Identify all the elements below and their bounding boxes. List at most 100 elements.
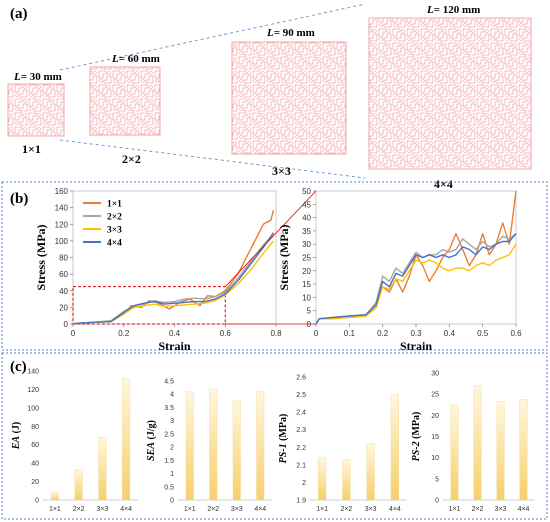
grid-label-1x1: 1×1 <box>22 142 41 156</box>
y-tick-label: 60 <box>31 442 39 449</box>
y-tick-label: 25 <box>302 254 311 263</box>
category-label: 4×4 <box>389 506 401 513</box>
y-tick-label: 4 <box>170 392 174 399</box>
x-tick-label: 0.1 <box>344 329 356 338</box>
zoom-connector-top <box>224 190 317 287</box>
zoom-region-box <box>72 286 226 325</box>
lattice-1x1-image <box>7 83 65 137</box>
category-label: 3×3 <box>495 506 507 513</box>
category-label: 1×1 <box>49 506 61 513</box>
category-label: 4×4 <box>254 506 266 513</box>
bar-chart-sea: 0 0.5 1 1.5 2 2.5 3 3.5 4 4.5 1×1 2×2 3×3 4×4 SEA (J/g… <box>146 379 272 513</box>
category-label: 4×4 <box>518 506 530 513</box>
y-tick-label: 0 <box>170 498 174 505</box>
lattice-1x1: L= 30 mm 1×1 <box>7 71 65 156</box>
bar-3×3 <box>496 401 505 501</box>
y-axis-title: EA (J) <box>11 422 22 451</box>
bar-4×4 <box>519 399 528 501</box>
category-label: 1×1 <box>449 506 461 513</box>
x-tick-label: 0 <box>314 329 319 338</box>
bar-chart-ps1: 1.9 2 2.1 2.2 2.3 2.4 2.5 2.6 1×1 2×2 3×3 4×4 PS-1 (… <box>278 375 407 513</box>
y-tick-label: 80 <box>31 424 39 431</box>
y-tick-label: 1.9 <box>296 498 306 505</box>
y-tick-label: 0 <box>64 320 69 329</box>
y-tick-label: 80 <box>59 254 68 263</box>
y-tick-label: 5 <box>435 476 439 483</box>
y-tick-label: 140 <box>55 204 69 213</box>
y-tick-label: 50 <box>302 187 311 196</box>
x-tick-label: 0.6 <box>220 329 232 338</box>
y-tick-label: 30 <box>431 371 439 378</box>
y-tick-label: 5 <box>307 307 312 316</box>
bar-2×2 <box>473 385 482 501</box>
bar-1×1 <box>185 391 194 501</box>
x-tick-label: 0.2 <box>377 329 389 338</box>
bar-4×4 <box>390 394 399 501</box>
y-tick-label: 0 <box>435 498 439 505</box>
bar-chart-ps2: 0 5 10 15 20 25 30 1×1 2×2 3×3 4×4 PS-2 (MPa) <box>411 371 535 513</box>
plot-area <box>315 190 517 325</box>
y-tick-label: 45 <box>302 200 311 209</box>
bar-4×4 <box>122 378 131 501</box>
y-tick-label: 3 <box>170 418 174 425</box>
bar-3×3 <box>366 443 375 501</box>
y-tick-label: 2 <box>170 445 174 452</box>
x-tick-label: 0.4 <box>169 329 181 338</box>
y-tick-label: 4.5 <box>164 379 174 386</box>
grid-label-3x3: 3×3 <box>272 164 291 178</box>
legend: 1×1 2×2 3×3 4×4 <box>83 200 122 249</box>
y-tick-label: 2.5 <box>296 392 306 399</box>
x-tick-label: 0 <box>71 329 76 338</box>
y-tick-label: 40 <box>59 287 68 296</box>
y-tick-label: 30 <box>302 240 311 249</box>
y-tick-label: 0 <box>35 498 39 505</box>
category-label: 2×2 <box>340 506 352 513</box>
bar-2×2 <box>342 459 351 501</box>
y-tick-label: 0.5 <box>164 484 174 491</box>
y-tick-label: 2.4 <box>296 410 306 417</box>
lattice-4x4-image <box>368 17 532 170</box>
y-tick-label: 120 <box>55 220 69 229</box>
y-tick-label: 15 <box>302 280 311 289</box>
category-label: 4×4 <box>120 506 132 513</box>
y-tick-label: 15 <box>431 434 439 441</box>
category-label: 2×2 <box>472 506 484 513</box>
y-tick-label: 2.3 <box>296 427 306 434</box>
panel-a-label: (a) <box>10 6 28 22</box>
bar-2×2 <box>209 388 218 501</box>
bar-1×1 <box>50 492 59 501</box>
lattice-4x4: L= 120 mm 4×4 <box>368 4 532 191</box>
category-label: 2×2 <box>207 506 219 513</box>
panel-c-frame <box>1 352 548 520</box>
y-tick-label: 140 <box>27 369 39 376</box>
bar-3×3 <box>232 400 241 501</box>
y-tick-label: 20 <box>59 303 68 312</box>
length-label-1x1: L= 30 mm <box>13 71 62 83</box>
y-tick-label: 1.5 <box>164 458 174 465</box>
y-tick-label: 2.5 <box>164 431 174 438</box>
y-tick-label: 20 <box>302 267 311 276</box>
y-tick-label: 100 <box>27 405 39 412</box>
series-line-3×3 <box>315 243 517 325</box>
y-tick-label: 3.5 <box>164 405 174 412</box>
x-tick-label: 0.8 <box>270 329 282 338</box>
y-tick-label: 20 <box>31 479 39 486</box>
perspective-line-top <box>59 3 366 71</box>
y-axis-title: PS-1 (MPa) <box>278 414 289 464</box>
length-label-4x4: L= 120 mm <box>426 4 480 16</box>
panel-b-label: (b) <box>10 191 28 207</box>
y-tick-label: 25 <box>431 392 439 399</box>
y-tick-label: 2.2 <box>296 445 306 452</box>
y-tick-label: 40 <box>31 461 39 468</box>
bar-1×1 <box>318 457 327 501</box>
y-axis-title: Stress (MPa) <box>34 224 48 290</box>
category-label: 3×3 <box>231 506 243 513</box>
panel-b-frame <box>1 181 548 351</box>
length-label-2x2: L= 60 mm <box>111 53 160 65</box>
y-tick-label: 20 <box>431 413 439 420</box>
category-label: 2×2 <box>73 506 85 513</box>
lattice-3x3: L= 90 mm 3×3 <box>231 27 347 178</box>
x-tick-label: 0.4 <box>444 329 456 338</box>
